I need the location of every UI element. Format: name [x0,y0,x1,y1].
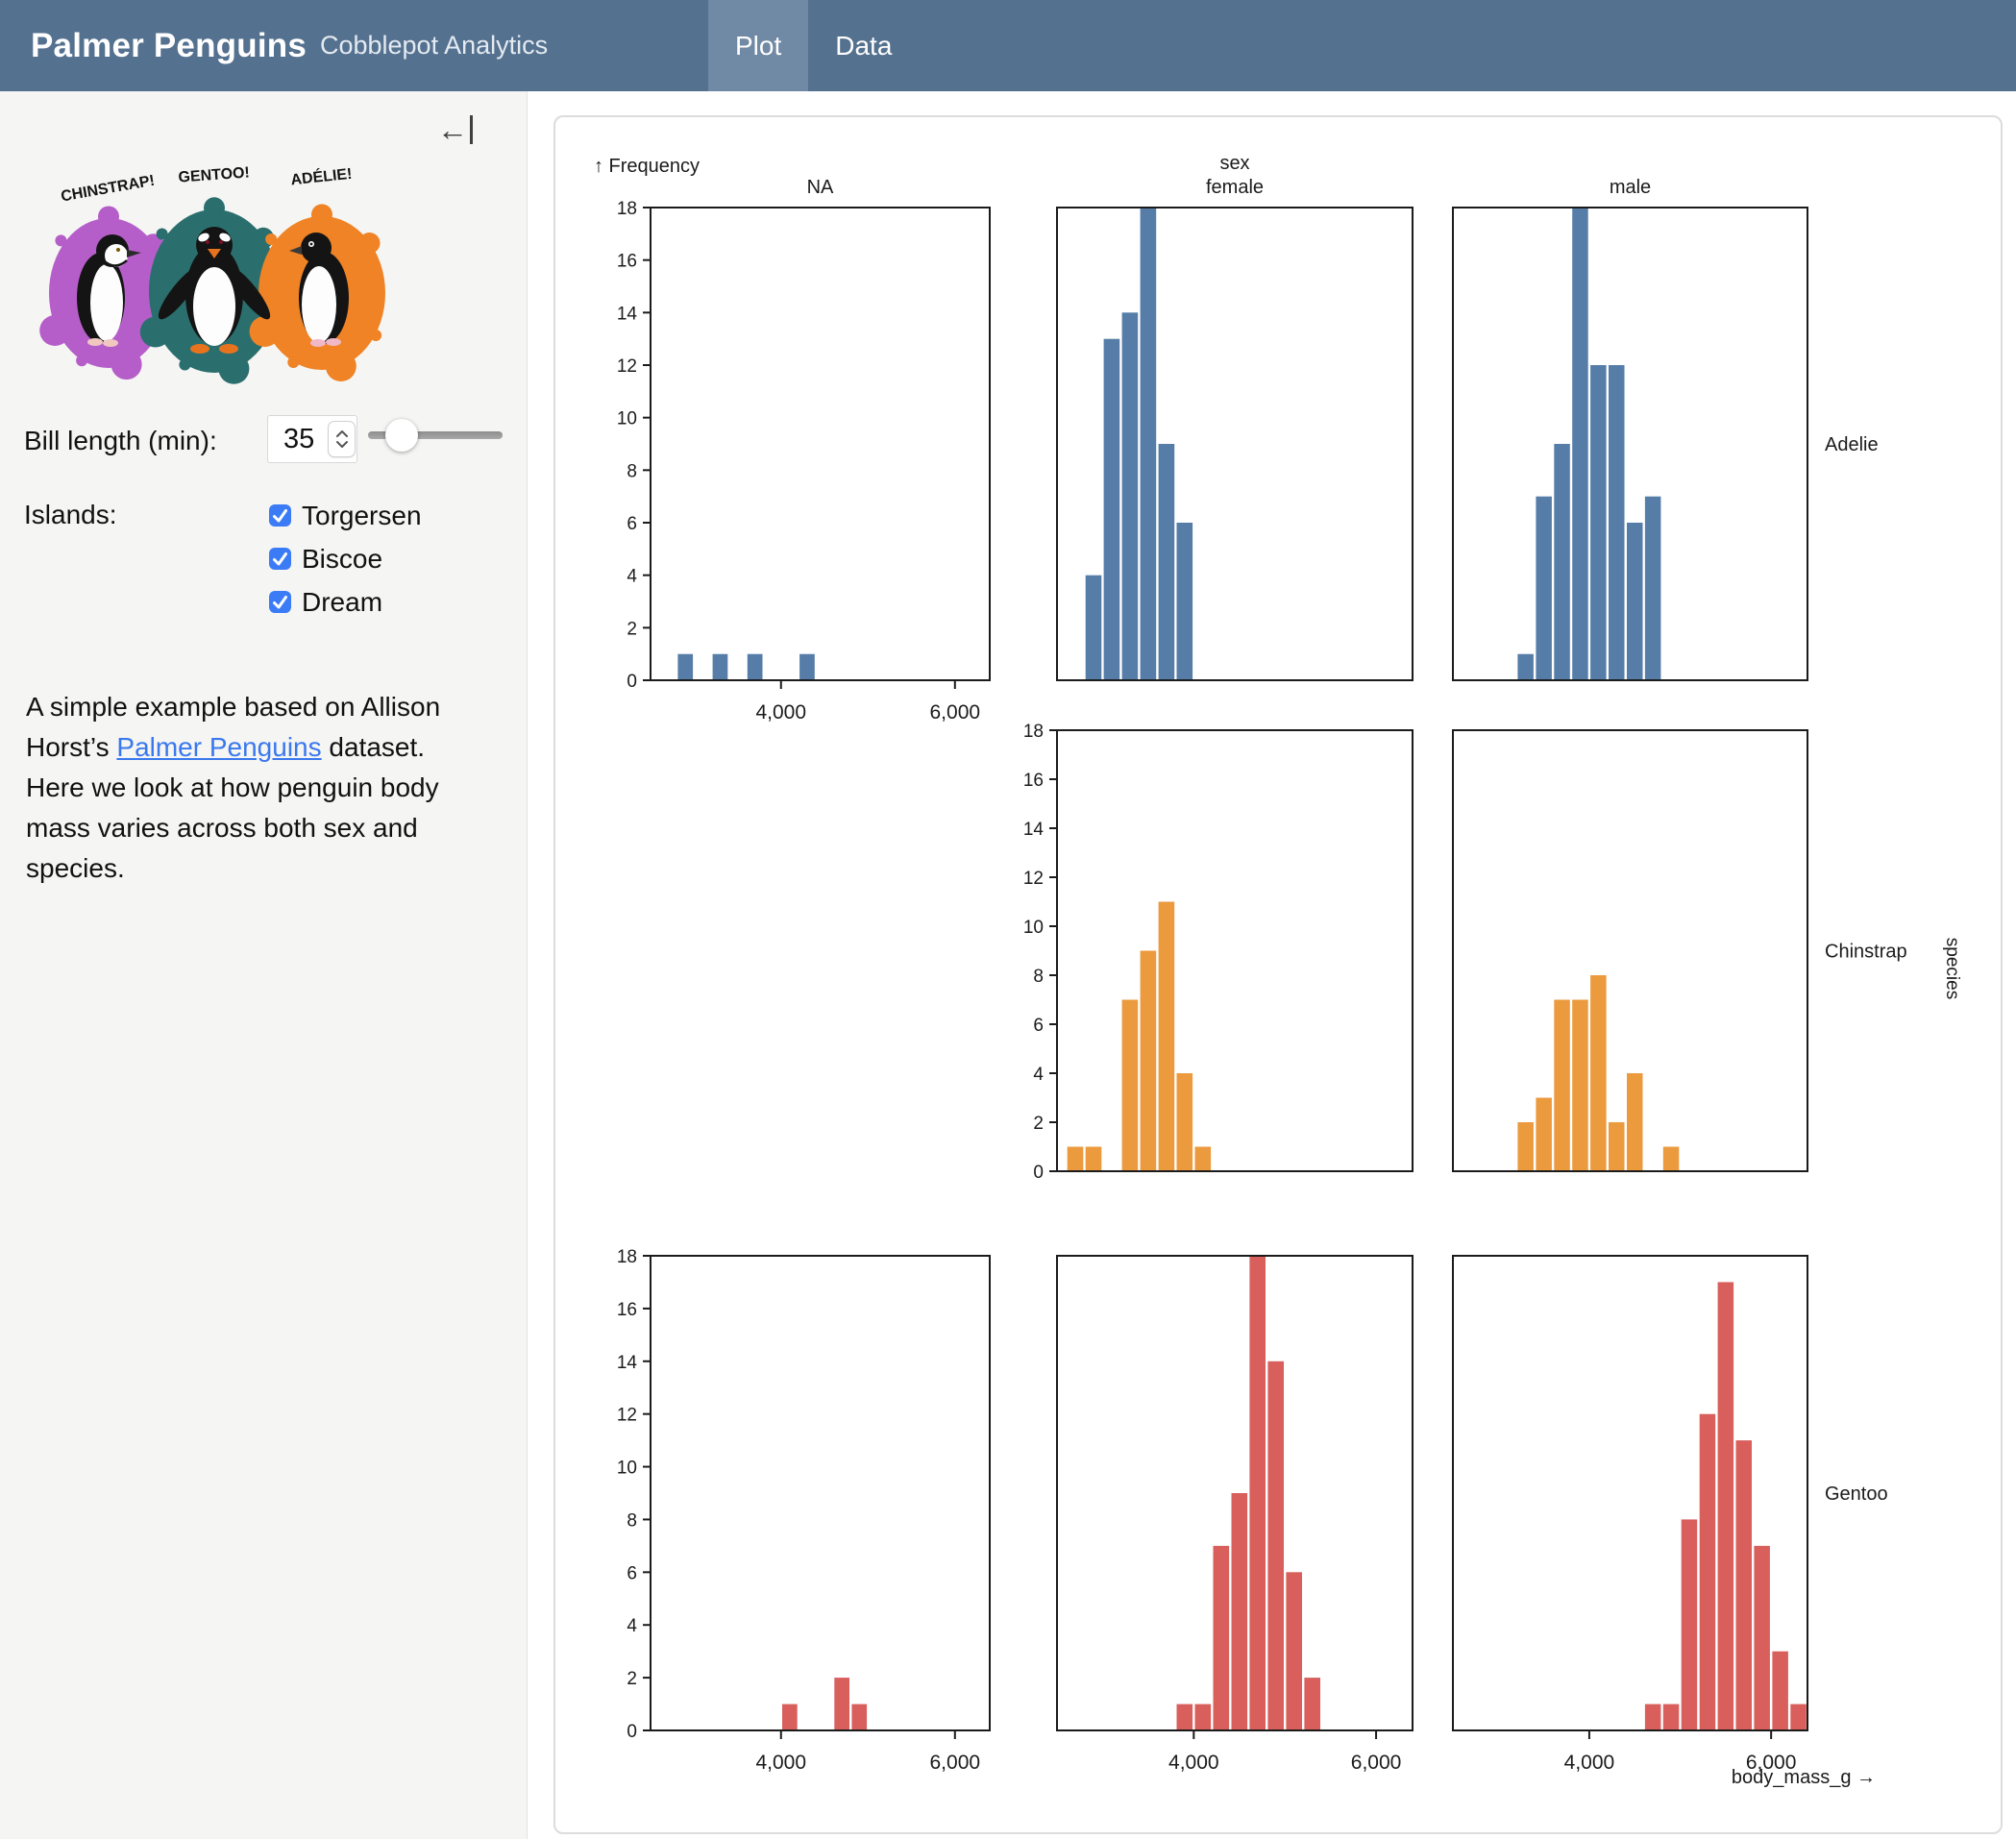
description-text-after: dataset. Here we look at how penguin bod… [26,732,439,883]
islands-checkbox-group: Torgersen Biscoe Dream [269,494,422,624]
app-title: Palmer Penguins [31,26,307,64]
stepper-down-icon [335,441,348,448]
sidebar: ← CHINSTRAP! GENTOO! ADÉLIE! Bill length (… [0,91,528,1839]
bill-length-input-group [267,415,357,463]
islands-label: Islands: [24,500,117,529]
splash-label: CHINSTRAP! [60,173,156,206]
penguin-artwork-image: CHINSTRAP! GENTOO! ADÉLIE! [39,164,385,384]
collapse-arrow-icon: ← [437,112,468,147]
bill-length-stepper[interactable] [328,421,356,457]
checkbox-checked-icon [269,591,291,613]
stepper-up-icon [335,430,348,437]
app-subtitle: Cobblepot Analytics [319,31,549,60]
splash-label: ADÉLIE! [290,164,354,189]
tab-data[interactable]: Data [835,30,893,61]
gentoo-penguin [158,227,271,354]
nav-tabstrip: Plot Data [708,0,919,91]
slider-track[interactable] [368,431,503,439]
island-checkbox-dream[interactable]: Dream [269,580,422,624]
adelie-penguin [289,233,349,347]
sidebar-collapse-button[interactable]: ← [437,114,473,145]
island-label: Torgersen [302,500,422,530]
tab-plot[interactable]: Plot [708,0,809,91]
bill-length-slider [368,415,503,455]
island-checkbox-biscoe[interactable]: Biscoe [269,537,422,580]
island-label: Biscoe [302,543,383,574]
bill-length-control: Bill length (min): [24,415,504,464]
slider-thumb[interactable] [385,419,418,452]
description-text-before: A simple example based on Allison Horst’… [26,692,441,762]
checkbox-checked-icon [269,504,291,527]
app-header: Palmer Penguins Cobblepot Analytics Plot… [0,0,2016,91]
collapse-bar-icon [470,115,473,144]
checkbox-checked-icon [269,548,291,570]
bill-length-input[interactable] [282,422,328,456]
island-label: Dream [302,586,383,617]
island-checkbox-torgersen[interactable]: Torgersen [269,494,422,537]
splash-label: GENTOO! [178,164,250,185]
palmer-penguins-link[interactable]: Palmer Penguins [116,732,322,762]
penguin-artwork: CHINSTRAP! GENTOO! ADÉLIE! [34,149,404,389]
islands-control: Islands: Torgersen Biscoe Dream [24,500,504,617]
chinstrap-penguin [77,234,141,347]
plot-card [553,115,2003,1834]
bill-length-label: Bill length (min): [24,426,217,455]
sidebar-description: A simple example based on Allison Horst’… [26,687,478,889]
